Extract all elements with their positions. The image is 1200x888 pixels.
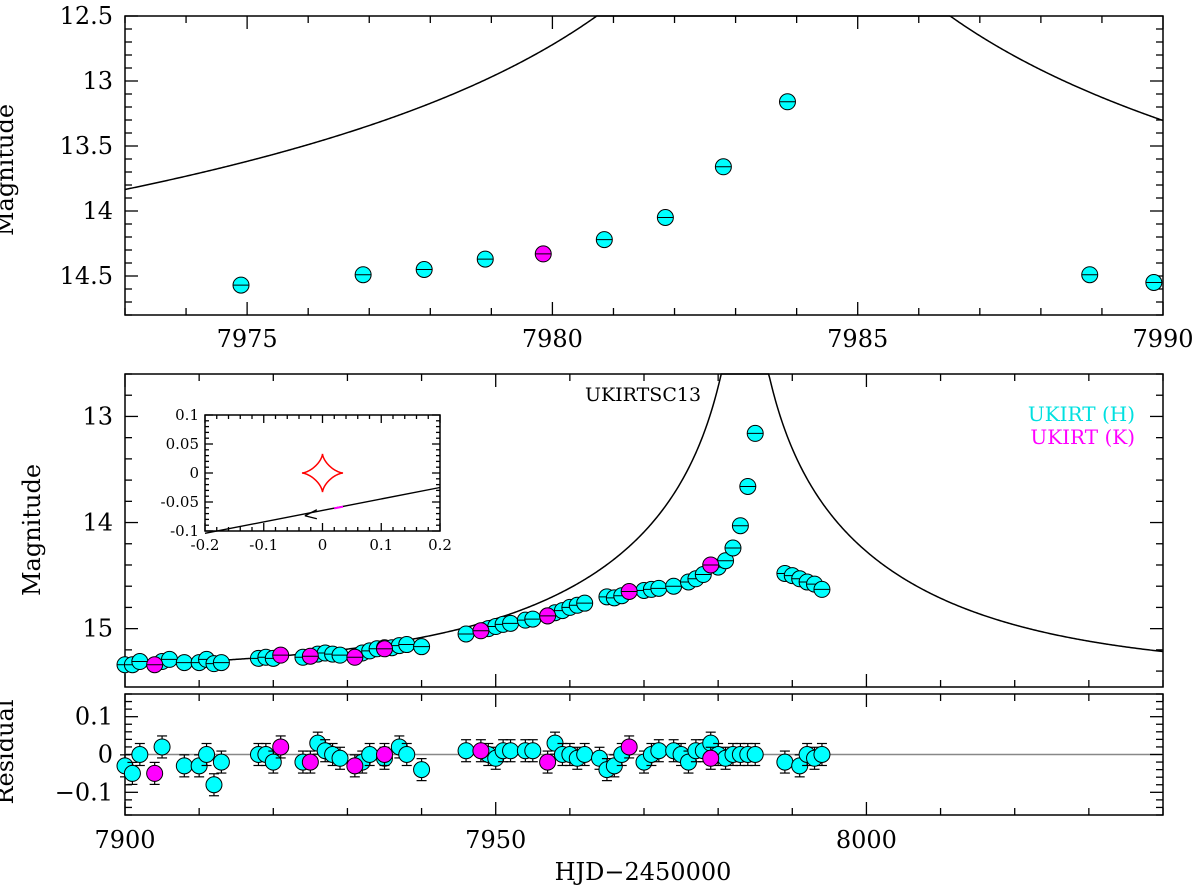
data-point <box>331 749 349 767</box>
x-tick-label: 7990 <box>1132 325 1193 353</box>
y-tick-label: 14 <box>82 197 113 225</box>
series-ukirt-h- <box>232 93 1163 294</box>
series-ukirt-k- <box>146 735 720 786</box>
plot-frame <box>124 15 1164 316</box>
data-point <box>576 746 594 763</box>
series-ukirt-h- <box>116 731 831 797</box>
model-curve <box>124 373 1164 666</box>
data-point <box>413 761 431 779</box>
data-point <box>131 746 149 763</box>
y-tick-label: 15 <box>82 615 113 643</box>
x-tick-label: 7900 <box>94 826 155 854</box>
y-tick-label: 13.5 <box>60 132 113 160</box>
series-ukirt-k- <box>534 245 552 263</box>
inset-y-tick-label: -0.1 <box>170 522 199 540</box>
data-point <box>524 742 542 760</box>
data-point <box>346 757 364 775</box>
data-point <box>398 746 416 763</box>
data-point <box>702 749 720 767</box>
data-point <box>502 742 520 760</box>
data-point <box>146 764 164 782</box>
source-trajectory <box>204 486 441 535</box>
data-point <box>776 753 794 771</box>
x-tick-label: 7975 <box>217 325 278 353</box>
inset-x-tick-label: -0.2 <box>191 536 220 554</box>
data-point <box>457 742 475 760</box>
inset-x-tick-label: 0.1 <box>369 536 393 554</box>
data-point <box>175 757 193 775</box>
inset-x-tick-label: 0.2 <box>428 536 452 554</box>
data-point <box>212 753 230 771</box>
y-tick-label: 12.5 <box>60 2 113 30</box>
top-y-axis-label: Magnitude <box>0 104 19 236</box>
data-point <box>205 776 223 794</box>
y-tick-label: 13 <box>82 402 113 430</box>
data-point <box>620 738 638 756</box>
data-coverage-mark <box>334 505 344 510</box>
top-panel: 7975 7980 7985 7990 12.5 13 13.5 14 14.5 <box>60 2 1194 353</box>
x-tick-label: 7950 <box>465 826 526 854</box>
inset-x-tick-label: -0.1 <box>249 536 278 554</box>
data-point <box>376 746 393 763</box>
inset-y-tick-label: -0.05 <box>161 493 199 511</box>
data-point <box>272 738 290 756</box>
data-point <box>361 746 379 763</box>
legend-ukirt-h: UKIRT (H) <box>1028 402 1135 426</box>
series-ukirt-h- <box>116 424 831 674</box>
y-tick-label: 0.1 <box>75 703 113 731</box>
y-tick-label: 14 <box>82 509 113 537</box>
series-ukirt-k- <box>146 556 720 674</box>
residual-panel: 7900 7950 8000 0.1 0 −0.1 <box>55 693 1164 854</box>
x-axis-label: HJD−2450000 <box>555 858 732 886</box>
data-point <box>539 753 557 771</box>
data-point <box>153 738 171 756</box>
y-tick-label: 13 <box>82 67 113 95</box>
y-tick-label: −0.1 <box>55 778 113 806</box>
inset-x-tick-label: 0 <box>318 536 328 554</box>
trajectory-arrow <box>304 509 318 520</box>
model-curve <box>124 15 1164 191</box>
data-point <box>198 746 216 763</box>
data-point <box>472 742 490 760</box>
middle-y-axis-label: Magnitude <box>18 464 46 596</box>
inset-y-tick-label: 0.05 <box>166 435 199 453</box>
data-point <box>746 746 764 763</box>
x-tick-label: 7980 <box>522 325 583 353</box>
y-tick-label: 14.5 <box>60 262 113 290</box>
inset-frame <box>204 414 441 532</box>
y-tick-label: 0 <box>98 741 113 769</box>
data-point <box>123 764 141 782</box>
data-point <box>813 746 831 763</box>
x-tick-label: 8000 <box>836 826 897 854</box>
data-point <box>650 742 668 760</box>
caustic-curve <box>301 453 344 493</box>
data-point <box>301 753 319 771</box>
legend-ukirt-k: UKIRT (K) <box>1030 425 1135 449</box>
inset-y-tick-label: 0 <box>189 464 199 482</box>
event-title: UKIRTSC13 <box>585 384 701 406</box>
data-point <box>264 753 282 771</box>
inset-y-tick-label: 0.1 <box>175 406 199 424</box>
residual-y-axis-label: Residual <box>0 699 19 804</box>
x-tick-label: 7985 <box>827 325 888 353</box>
